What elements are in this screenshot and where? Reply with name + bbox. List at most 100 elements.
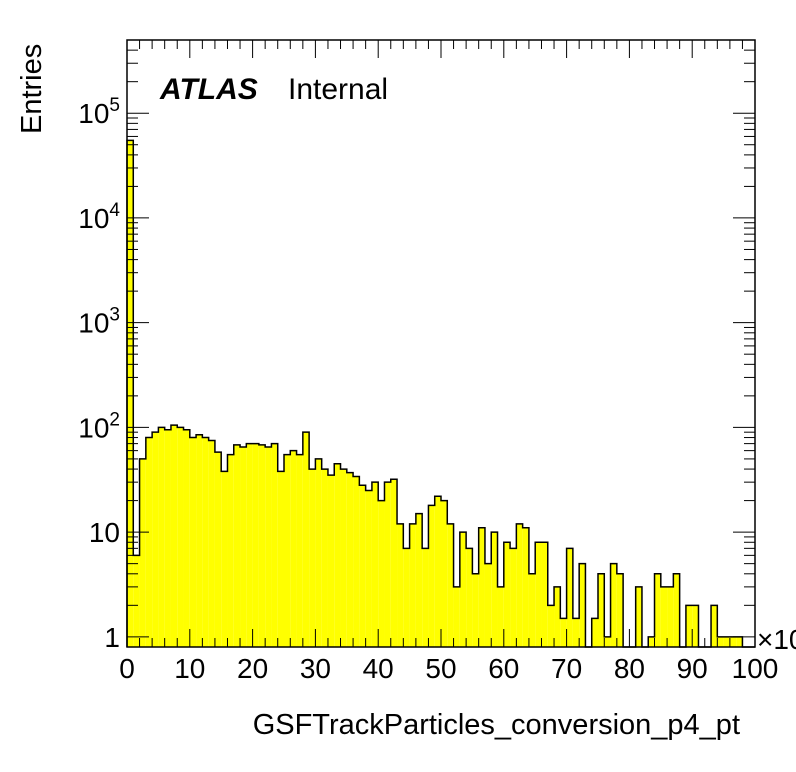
histogram-bin [233, 444, 241, 647]
histogram-bin [334, 463, 341, 647]
histogram-bin [510, 548, 517, 647]
histogram-bin [221, 471, 228, 647]
histogram-bin [208, 440, 215, 647]
x-tick-label: 90 [677, 653, 708, 684]
histogram-bin [309, 469, 316, 647]
histogram-bin [284, 454, 291, 647]
histogram-bin [554, 586, 561, 647]
internal-label: Internal [288, 73, 388, 106]
y-tick-label: 104 [78, 200, 120, 234]
histogram-bin [547, 605, 555, 647]
y-tick-label: 1 [104, 622, 120, 653]
histogram-bin [434, 496, 441, 647]
x-axis-tick-labels: 0 10 20 30 40 50 60 70 80 90 100 [119, 653, 778, 684]
x-tick-label: 60 [488, 653, 519, 684]
x-axis-ticks [126, 40, 756, 647]
y-tick-label: 102 [78, 409, 120, 443]
histogram-bin [214, 452, 222, 647]
histogram-bin [616, 573, 624, 647]
x-tick-label: 30 [300, 653, 331, 684]
histogram-bin [315, 458, 322, 647]
histogram-bin [277, 471, 284, 647]
y-axis-ticks [127, 39, 755, 638]
histogram-bin [484, 563, 492, 647]
histogram-bin [365, 490, 372, 647]
histogram-bin [170, 425, 178, 647]
x-tick-label: 20 [237, 653, 268, 684]
histogram-bin [723, 636, 730, 647]
y-axis-title: Entries [16, 44, 48, 134]
histogram-bin [572, 618, 580, 647]
histogram-bin [673, 573, 680, 647]
histogram-bin [491, 532, 498, 647]
histogram-bin [296, 454, 303, 647]
histogram-bin [346, 472, 354, 647]
histogram-bin [667, 586, 674, 647]
atlas-label: ATLAS [159, 73, 258, 106]
x-tick-label: 80 [614, 653, 645, 684]
histogram-bin [127, 140, 134, 647]
histogram-bin [516, 523, 523, 647]
histogram-bin [196, 434, 203, 647]
histogram-bin [560, 618, 567, 647]
histogram-bin [189, 437, 197, 647]
histogram-bin [177, 427, 184, 647]
histogram-bin [428, 505, 435, 647]
x-tick-label: 0 [119, 653, 135, 684]
histogram-bin [371, 482, 379, 647]
histogram-bin [528, 573, 536, 647]
histogram-bin [302, 432, 310, 647]
histogram-bin [729, 636, 737, 647]
histogram-bin [353, 476, 360, 647]
y-tick-label: 105 [78, 95, 120, 129]
histogram-bin [541, 542, 548, 647]
histogram-bin [246, 443, 253, 647]
histogram-bin [240, 446, 247, 647]
histogram-bin [472, 573, 479, 647]
histogram-bin [660, 586, 668, 647]
histogram-bin [685, 605, 693, 647]
histogram-bin [145, 437, 153, 647]
x-tick-label: 100 [732, 653, 779, 684]
histogram-bin [384, 482, 391, 647]
histogram-bin [133, 555, 140, 647]
histogram-bin [447, 523, 454, 647]
x-axis-title: GSFTrackParticles_conversion_p4_pt [253, 709, 740, 741]
histogram-bin [265, 446, 272, 647]
histogram-bin [478, 527, 485, 647]
x-axis-multiplier: ×10³ [757, 624, 796, 655]
histogram-bin [252, 443, 259, 647]
histogram-bin [290, 450, 297, 647]
histogram-bars [126, 139, 755, 648]
histogram-bin [717, 636, 724, 647]
histogram-bin [598, 573, 605, 647]
histogram-bin [522, 527, 529, 647]
histogram-bin [503, 542, 511, 647]
histogram-bin [497, 586, 504, 647]
histogram-bin [415, 513, 423, 647]
x-tick-label: 70 [551, 653, 582, 684]
histogram-bin [397, 523, 404, 647]
histogram-bin [183, 429, 190, 647]
histogram-bin [327, 475, 335, 647]
histogram-bin [566, 548, 573, 647]
x-tick-label: 50 [425, 653, 456, 684]
histogram-bin [610, 563, 617, 647]
histogram-bin [340, 469, 347, 647]
histogram-bin [453, 586, 460, 647]
histogram-bin [164, 429, 171, 647]
histogram-bin [466, 548, 473, 647]
histogram-bin [359, 485, 366, 647]
histogram-bin [321, 469, 328, 647]
histogram-bin [604, 636, 611, 647]
histogram-bin [711, 605, 718, 647]
histogram-bin [635, 586, 642, 647]
histogram-bin [227, 454, 234, 647]
histogram-bin [409, 523, 416, 647]
histogram-bin [271, 443, 278, 647]
histogram-bin [258, 444, 266, 647]
histogram-bin [459, 532, 467, 647]
y-tick-label: 10 [89, 517, 120, 548]
histogram-bin [158, 427, 165, 647]
